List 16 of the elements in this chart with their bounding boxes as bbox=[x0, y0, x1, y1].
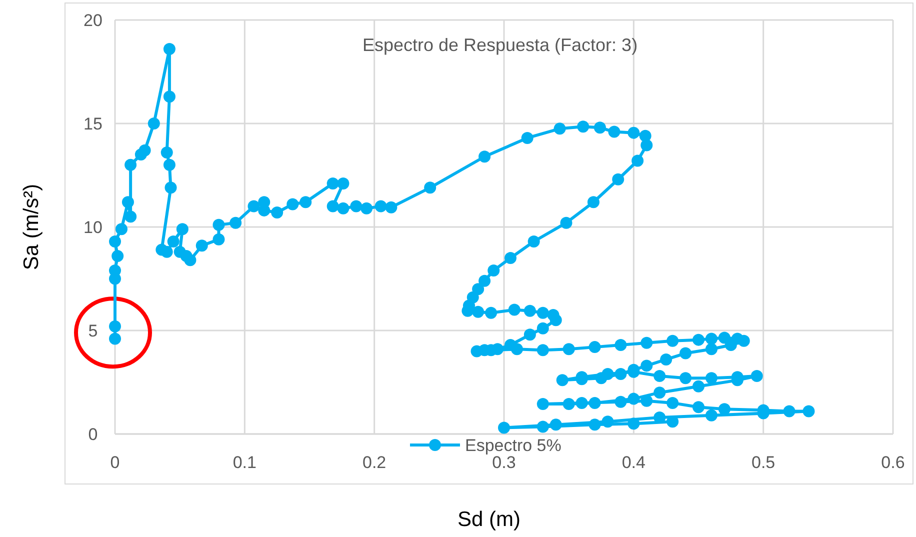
x-tick-label: 0.2 bbox=[362, 453, 386, 472]
y-tick-label: 5 bbox=[88, 322, 98, 340]
x-tick-label: 0.5 bbox=[752, 453, 776, 472]
y-tick-label: 10 bbox=[84, 218, 102, 237]
y-tick-label: 0 bbox=[88, 425, 98, 444]
x-tick-label: 0.1 bbox=[232, 453, 256, 472]
x-axis-title: Sd (m) bbox=[458, 508, 520, 531]
y-tick-label: 20 bbox=[84, 11, 102, 30]
x-tick-label: 0.4 bbox=[622, 453, 646, 472]
y-tick-label: 15 bbox=[84, 114, 102, 134]
legend-label: Espectro 5% bbox=[465, 436, 562, 455]
x-tick-label: 0.3 bbox=[492, 453, 516, 472]
y-axis-title: Sa (m/s²) bbox=[20, 184, 43, 270]
text: Espectro de Respuesta (Factor: 3) bbox=[362, 35, 638, 55]
x-tick-label: 0 bbox=[110, 453, 120, 472]
x-tick-label: 0.6 bbox=[881, 453, 905, 472]
